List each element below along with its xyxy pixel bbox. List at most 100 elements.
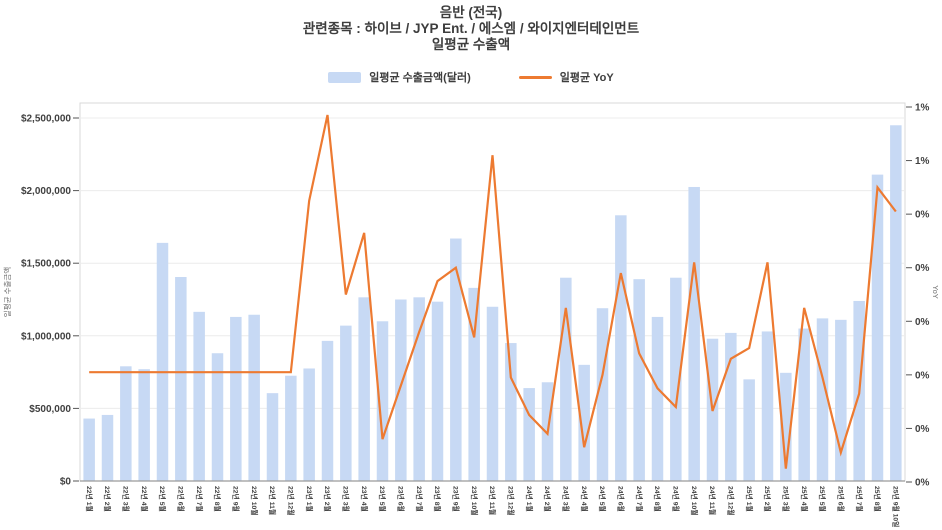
x-axis-tick-label: 25년 2월 [763,486,772,512]
bar-daily-export [871,174,884,481]
bar-daily-export [321,340,334,481]
x-axis-tick-label: 24년 2월 [543,486,552,512]
right-axis-tick-label: 1% [915,103,930,114]
bar-daily-export [230,316,242,481]
yoy-line [89,114,897,469]
bar-daily-export [725,332,737,481]
bar-daily-export [395,299,407,481]
x-axis-tick-label: 24년 6월 [616,486,625,512]
x-axis-tick-label: 22년 11월 [268,486,277,515]
bar-daily-export [138,369,150,481]
bar-daily-export [431,301,444,481]
x-axis-tick-label: 25년 6월 [836,486,845,512]
bar-daily-export [816,318,829,481]
bar-daily-export [450,238,462,481]
bar-daily-export [688,186,700,481]
right-axis-tick-label: 1% [915,156,930,167]
bar-daily-export [743,379,755,481]
bar-daily-export [761,331,774,481]
bar-daily-export [285,375,297,481]
bar-daily-export [486,306,499,481]
bar-daily-export [798,328,810,481]
x-axis-tick-label: 23년 1월 [305,486,314,512]
x-axis-tick-label: 25년 7월 [855,486,864,512]
x-axis-tick-label: 23년 2월 [323,486,332,512]
chart-legend: 일평균 수출금액(달러) 일평균 YoY [0,69,942,85]
x-axis-tick-label: 23년 8월 [433,486,442,512]
right-axis-tick-label: 0% [915,317,930,328]
left-axis-title: 일평균 수출금액 [2,267,12,317]
x-axis-tick-label: 22년 12월 [286,486,295,516]
bar-daily-export [633,279,645,481]
x-axis-tick-label: 22년 4월 [140,486,149,512]
x-axis-tick-label: 23년 4월 [360,486,369,512]
legend-label-export-amount: 일평균 수출금액(달러) [369,72,471,84]
x-axis-tick-label: 23년 11월 [488,486,497,515]
bar-daily-export [835,319,847,481]
x-axis-tick-label: 23년 5월 [378,486,387,512]
x-axis-tick-label: 23년 3월 [341,486,350,512]
chart-title-line2: 관련종목 : 하이브 / JYP Ent. / 에스엠 / 와이지엔터테인먼트 [302,21,640,36]
left-axis-tick-label: $1,000,000 [21,331,71,342]
x-axis-tick-label: 24년 8월 [653,486,662,512]
bar-daily-export [358,297,370,481]
x-axis-tick-label: 23년 10월 [470,486,479,516]
x-axis-tick-label: 24년 5월 [598,486,607,512]
chart-title-line1: 음반 (전국) [439,5,503,20]
bar-daily-export [670,277,682,481]
right-axis-tick-label: 0% [915,263,930,274]
bar-daily-export [211,353,224,481]
bar-daily-export [890,125,902,481]
x-axis-tick-label: 25년 1월 [745,486,754,512]
bar-daily-export [193,311,205,481]
x-axis-tick-label: 23년 9월 [451,486,460,512]
bar-series-swatch [328,71,362,83]
bar-daily-export [248,314,260,481]
left-axis-tick-label: $2,000,000 [21,186,71,197]
x-axis-tick-label: 22년 6월 [176,486,185,512]
x-axis-tick-label: 24년 9월 [671,486,680,512]
right-axis-tick-label: 0% [915,424,930,435]
bar-daily-export [120,366,132,481]
right-axis-tick-label: 0% [915,370,930,381]
right-axis-title: YoY [931,285,940,299]
x-axis-tick-label: 23년 6월 [396,486,405,512]
bar-daily-export [651,316,664,481]
x-axis-tick-label: 24년 7월 [635,486,644,512]
x-axis-tick-label: 22년 10월 [250,486,259,516]
x-axis-tick-label: 23년 7월 [415,486,424,512]
bar-daily-export [596,308,609,481]
bar-daily-export [615,215,627,481]
x-axis-tick-label: 22년 5월 [158,486,167,512]
x-axis-tick-label: 22년 2월 [103,486,112,512]
bar-daily-export [505,343,517,481]
bar-daily-export [376,321,389,481]
x-axis-tick-label: 24년 11월 [708,486,717,515]
x-axis-tick-label: 22년 7월 [195,486,204,512]
bar-daily-export [468,287,480,481]
bar-daily-export [266,393,279,481]
bar-daily-export [83,418,95,481]
bar-daily-export [413,297,425,481]
legend-label-yoy: 일평균 YoY [559,72,614,84]
chart-title-line3: 일평균 수출액 [431,37,511,52]
bar-daily-export [175,276,187,481]
right-axis-tick-label: 0% [915,478,930,489]
bar-daily-export [560,277,572,481]
x-axis-tick-label: 24년 10월 [690,486,699,516]
x-axis-tick-label: 25년 3월 [781,486,790,512]
x-axis-tick-label: 22년 3월 [121,486,130,512]
chart-title-block: 음반 (전국) 관련종목 : 하이브 / JYP Ent. / 에스엠 / 와이… [0,5,942,53]
x-axis-tick-label: 25년 9월 10일 [891,486,900,527]
x-axis-tick-label: 22년 8월 [213,486,222,512]
bar-daily-export [780,372,792,481]
combo-chart: $0 $500,000 $1,000,000 $1,500,000 $2,000,000… [2,102,940,527]
bar-daily-export [340,325,352,481]
x-axis-tick-label: 25년 4월 [800,486,809,512]
bar-daily-export [303,368,315,481]
right-axis-tick-label: 0% [915,210,930,221]
x-axis-tick-label: 25년 5월 [818,486,827,512]
x-axis-tick-label: 23년 12월 [506,486,515,516]
x-axis-tick-label: 24년 4월 [580,486,589,512]
